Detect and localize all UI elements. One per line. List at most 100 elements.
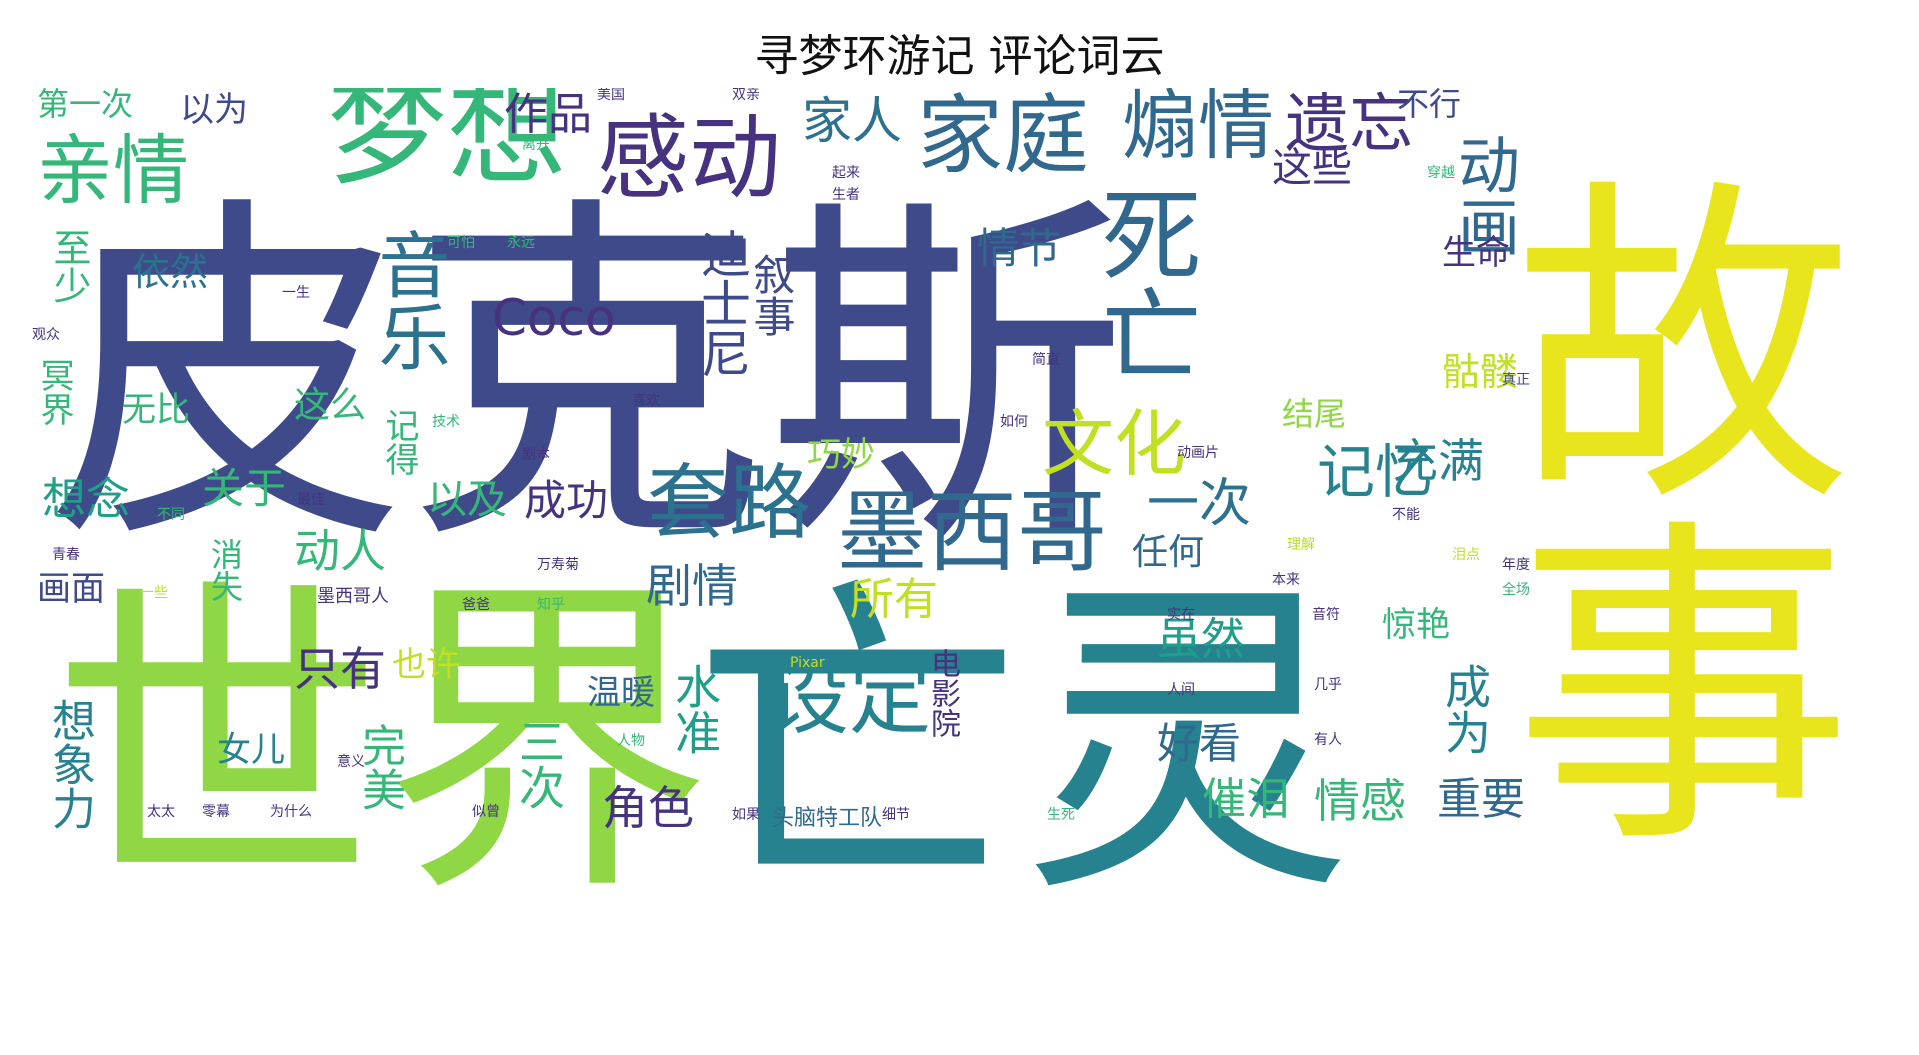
word-pixar-en: Pixar xyxy=(790,655,825,671)
word-mexico: 墨西哥 xyxy=(837,480,1107,585)
word-life-death: 生死 xyxy=(1047,807,1075,823)
word-annual: 年度 xyxy=(1502,557,1530,573)
word-remember: 记得 xyxy=(379,408,419,476)
word-understand: 理解 xyxy=(1287,537,1315,553)
word-important: 重要 xyxy=(1437,774,1525,825)
word-full-of: 充满 xyxy=(1392,434,1484,488)
word-music: 音乐 xyxy=(366,228,450,372)
word-plot: 剧情 xyxy=(646,559,738,613)
word-about: 关于 xyxy=(202,464,287,513)
word-leave: 离开 xyxy=(522,137,550,153)
word-sentimental: 煽情 xyxy=(1122,88,1274,170)
word-originally: 本来 xyxy=(1272,572,1300,588)
word-pixar-brand: 皮克斯 xyxy=(47,168,1127,587)
word-stunning: 惊艳 xyxy=(1382,605,1450,645)
word-persons: 人物 xyxy=(617,733,645,749)
word-first-time: 第一次 xyxy=(37,88,134,123)
word-only: 只有 xyxy=(294,642,386,696)
word-and: 以及 xyxy=(427,477,507,523)
word-good-looking: 好看 xyxy=(1157,719,1242,768)
word-incomparable: 无比 xyxy=(122,390,190,430)
word-zero: 零幕 xyxy=(202,804,230,820)
word-forever: 永远 xyxy=(507,235,535,251)
word-narrative: 叙事 xyxy=(747,253,796,337)
word-perhaps: 也许 xyxy=(392,645,460,685)
word-clever: 巧妙 xyxy=(807,435,875,475)
word-three-times: 三次 xyxy=(512,718,566,810)
word-become: 成为 xyxy=(1438,663,1492,755)
word-animated-film: 动画片 xyxy=(1177,445,1219,461)
word-wife: 太太 xyxy=(147,804,175,820)
word-marigold: 万寿菊 xyxy=(537,557,579,573)
word-coco: Coco xyxy=(492,289,616,347)
word-human-world: 人间 xyxy=(1167,682,1195,698)
word-emotion: 情感 xyxy=(1314,774,1406,828)
word-any: 任何 xyxy=(1132,532,1205,573)
word-note: 音符 xyxy=(1312,607,1340,623)
word-tearjerker: 催泪 xyxy=(1202,774,1290,825)
word-not-good: 不行 xyxy=(1397,88,1462,123)
word-animation: 动画 xyxy=(1447,133,1520,257)
word-whole: 全场 xyxy=(1502,582,1530,598)
word-some: 一些 xyxy=(140,585,168,601)
word-once: 一次 xyxy=(1147,474,1252,534)
word-like: 喜欢 xyxy=(632,393,660,409)
chart-title: 寻梦环游记 评论词云 xyxy=(754,31,1165,82)
word-get-up: 起来 xyxy=(832,165,860,181)
word-different: 不同 xyxy=(157,507,185,523)
word-deja: 似曾 xyxy=(472,804,500,820)
word-at-least: 至少 xyxy=(47,228,91,304)
word-story: 故事 xyxy=(1454,168,1850,848)
word-parents: 双亲 xyxy=(732,88,760,103)
word-plot-detail: 情节 xyxy=(977,224,1062,273)
word-family-members: 家人 xyxy=(802,92,902,150)
word-dead-souls: 亡灵 xyxy=(692,551,1352,935)
word-success: 成功 xyxy=(524,476,609,525)
word-cinema: 电影院 xyxy=(925,648,960,738)
word-simply: 简直 xyxy=(1032,352,1060,368)
word-meaning: 意义 xyxy=(337,754,365,770)
word-standard: 水准 xyxy=(668,663,722,755)
word-zhihu: 知乎 xyxy=(537,597,565,613)
word-someone: 有人 xyxy=(1314,732,1342,748)
word-youth: 青春 xyxy=(52,547,80,563)
word-so: 这么 xyxy=(294,385,367,426)
word-details: 细节 xyxy=(882,807,910,823)
word-still: 依然 xyxy=(132,250,209,294)
word-ending: 结尾 xyxy=(1282,395,1347,433)
word-through: 穿越 xyxy=(1427,165,1455,181)
word-scary: 可怕 xyxy=(447,235,475,251)
word-work: 作品 xyxy=(504,89,592,140)
word-lifetime: 一生 xyxy=(282,285,310,301)
word-setting: 设定 xyxy=(767,651,932,746)
word-why: 为什么 xyxy=(270,804,312,820)
word-best: 最佳 xyxy=(297,492,325,508)
word-really: 实在 xyxy=(1167,607,1195,623)
word-these: 这些 xyxy=(1272,145,1352,191)
word-moving: 动人 xyxy=(294,524,386,578)
word-mexicans: 墨西哥人 xyxy=(317,586,389,607)
word-world: 世界 xyxy=(52,551,712,935)
word-usa: 美国 xyxy=(597,88,625,103)
word-memory: 记忆 xyxy=(1317,438,1434,506)
word-tear-point: 泪点 xyxy=(1452,547,1480,563)
word-life: 生命 xyxy=(1442,233,1510,273)
word-forgotten: 遗忘 xyxy=(1285,88,1413,162)
word-miss: 想念 xyxy=(42,474,130,525)
word-culture: 文化 xyxy=(1042,402,1187,486)
word-underworld: 冥界 xyxy=(34,358,74,426)
word-although: 虽然 xyxy=(1157,614,1245,665)
word-true: 真正 xyxy=(1502,372,1530,388)
word-how: 如何 xyxy=(1000,414,1028,430)
word-script: 剧本 xyxy=(522,447,550,463)
word-all: 所有 xyxy=(850,574,938,625)
word-death: 死亡 xyxy=(1084,183,1201,383)
word-tech: 技术 xyxy=(432,414,460,430)
word-inside-out: 头脑特工队 xyxy=(772,806,883,831)
word-disney: 迪士尼 xyxy=(693,228,751,378)
word-skeleton: 骷髅 xyxy=(1442,350,1519,394)
word-kinship: 亲情 xyxy=(37,126,189,215)
word-dream: 梦想 xyxy=(327,88,567,202)
word-touching: 感动 xyxy=(597,105,782,212)
word-dad: 爸爸 xyxy=(462,597,490,613)
